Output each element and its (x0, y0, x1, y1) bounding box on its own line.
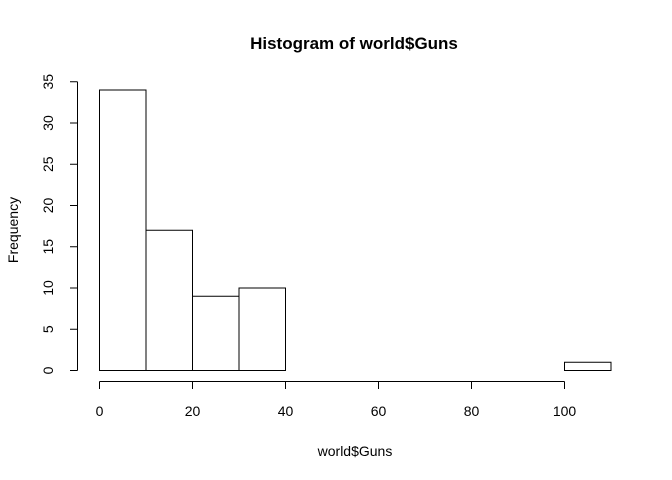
x-tick-label: 20 (185, 403, 201, 419)
x-axis-label: world$Guns (317, 443, 393, 459)
x-tick-label: 100 (553, 403, 577, 419)
bars-group (99, 89, 612, 371)
y-tick-label: 35 (40, 74, 56, 90)
histogram-bar (145, 229, 193, 371)
y-tick-label: 10 (40, 280, 56, 296)
histogram-bar (192, 295, 240, 371)
histogram-bar (99, 89, 147, 371)
x-tick-label: 60 (371, 403, 387, 419)
y-axis-label: Frequency (5, 197, 21, 263)
chart-title: Histogram of world$Guns (250, 34, 458, 53)
y-tick-label: 25 (40, 156, 56, 172)
x-tick-label: 0 (96, 403, 104, 419)
y-tick-label: 5 (40, 325, 56, 333)
y-axis: 0 5 10 15 20 25 30 35 (40, 74, 78, 374)
x-tick-label: 80 (464, 403, 480, 419)
y-tick-label: 30 (40, 115, 56, 131)
y-tick-label: 20 (40, 198, 56, 214)
y-tick-label: 0 (40, 366, 56, 374)
x-tick-label: 40 (278, 403, 294, 419)
y-tick-label: 15 (40, 239, 56, 255)
histogram-bar (564, 361, 612, 371)
histogram-bar (238, 287, 286, 371)
x-axis: 0 20 40 60 80 100 (96, 381, 577, 419)
